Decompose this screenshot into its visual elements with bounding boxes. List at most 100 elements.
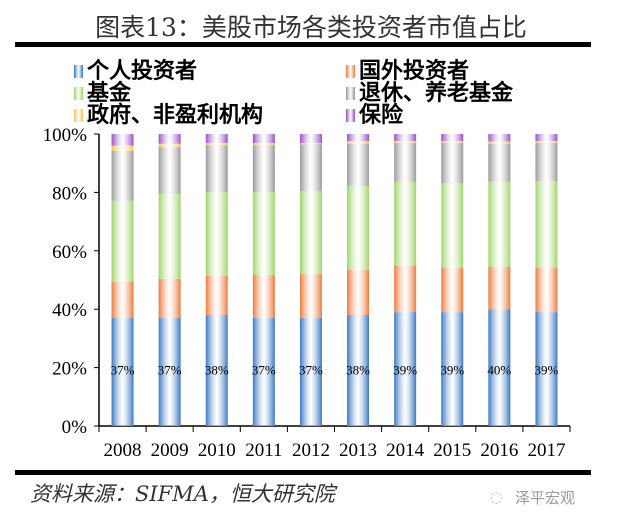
data-label: 40%	[487, 363, 511, 378]
x-tick-label: 2009	[151, 440, 189, 461]
y-tick-label: 100%	[43, 125, 88, 146]
legend-item: 保险	[346, 104, 403, 126]
bar-segment	[252, 275, 275, 318]
bar-segment	[347, 315, 370, 426]
x-tick-label: 2012	[292, 440, 330, 461]
legend-label: 基金	[87, 80, 132, 106]
data-label: 37%	[158, 363, 182, 378]
legend-label: 国外投资者	[359, 58, 470, 84]
bar-segment	[111, 317, 134, 426]
bar-segment	[158, 134, 181, 144]
wechat-icon: ◌	[490, 488, 504, 506]
bar-segment	[347, 143, 370, 186]
bar-segment	[488, 266, 511, 310]
legend-item: 退休、养老基金	[346, 82, 513, 104]
data-label: 39%	[535, 363, 559, 378]
x-tick-label: 2014	[386, 440, 425, 461]
bar-segment	[252, 143, 275, 146]
y-tick-label: 80%	[52, 183, 87, 204]
x-tick-label: 2011	[245, 440, 282, 461]
bar-segment	[441, 268, 464, 313]
bar-segment	[347, 270, 370, 316]
x-tick-label: 2017	[527, 440, 565, 461]
legend-item: 政府、非盈利机构	[74, 104, 263, 126]
plot-area: 0% 20% 40% 60% 80% 100% 2008 37% 2009 37% 2010 38% 2…	[43, 125, 571, 461]
bar-segment	[299, 273, 322, 318]
bar-segment	[441, 142, 464, 184]
bar-segment	[441, 312, 464, 426]
legend-label: 个人投资者	[87, 58, 198, 84]
bar-segment	[394, 141, 417, 143]
bar-segment	[535, 312, 558, 426]
bar-segment	[111, 200, 134, 282]
bar-segment	[252, 134, 275, 144]
bar-segment	[441, 183, 464, 269]
legend-swatch	[74, 108, 83, 122]
legend-swatch	[74, 64, 83, 78]
bar-segment	[111, 281, 134, 318]
legend-item: 国外投资者	[346, 60, 469, 82]
bar-segment	[488, 309, 511, 426]
y-tick-label: 0%	[62, 417, 88, 438]
x-tick-label: 2008	[104, 440, 142, 461]
data-label: 39%	[393, 363, 417, 378]
x-tick-label: 2015	[433, 440, 471, 461]
x-tick-label: 2013	[339, 440, 377, 461]
x-tick-label: 2016	[480, 440, 518, 461]
legend-label: 退休、养老基金	[359, 80, 514, 106]
bar-segment	[394, 312, 417, 426]
bar-segment	[158, 193, 181, 279]
bar-segment	[299, 190, 322, 274]
legend-label: 政府、非盈利机构	[87, 102, 264, 128]
data-label: 37%	[252, 363, 276, 378]
bar-segment	[535, 268, 558, 313]
bar-segment	[205, 134, 228, 144]
y-tick-label: 40%	[52, 300, 87, 321]
bar-segment	[488, 134, 511, 142]
bar-segment	[394, 134, 417, 142]
legend-item: 个人投资者	[74, 60, 197, 82]
legend-swatch	[346, 86, 355, 100]
y-tick-label: 60%	[52, 242, 87, 263]
bar-segment	[252, 317, 275, 426]
footer-rule	[15, 470, 591, 475]
bar-segment	[347, 185, 370, 271]
source-note: 资料来源：SIFMA，恒大研究院	[30, 482, 335, 506]
bar-segment	[347, 134, 370, 142]
bar-segment	[205, 275, 228, 316]
data-label: 38%	[346, 363, 370, 378]
bar-segment	[535, 141, 558, 143]
bar-segment	[488, 181, 511, 267]
bar-segment	[299, 143, 322, 145]
bar-segment	[394, 142, 417, 182]
bar-segment	[205, 192, 228, 276]
data-label: 38%	[205, 363, 229, 378]
legend-item: 基金	[74, 82, 131, 104]
bar-segment	[441, 134, 464, 142]
legend-swatch	[346, 64, 355, 78]
bar-segment	[111, 145, 134, 151]
bar-segment	[394, 181, 417, 266]
bar-segment	[158, 143, 181, 148]
bar-segment	[299, 317, 322, 426]
bar-segment	[535, 134, 558, 142]
bar-segment	[299, 134, 322, 144]
bar-segment	[299, 144, 322, 191]
bar-segment	[441, 141, 464, 143]
bar-segment	[111, 134, 134, 146]
bar-segment	[205, 145, 228, 193]
bar-segment	[111, 150, 134, 201]
legend-swatch	[346, 108, 355, 122]
bar-segment	[347, 141, 370, 144]
bar-segment	[488, 141, 511, 144]
bar-segment	[158, 278, 181, 318]
data-label: 39%	[440, 363, 464, 378]
data-label: 37%	[111, 363, 135, 378]
data-label: 37%	[299, 363, 323, 378]
title-rule	[15, 42, 591, 47]
bar-segment	[535, 181, 558, 269]
bar-segment	[158, 317, 181, 426]
bar-segment	[205, 315, 228, 426]
bar-segment	[205, 143, 228, 146]
